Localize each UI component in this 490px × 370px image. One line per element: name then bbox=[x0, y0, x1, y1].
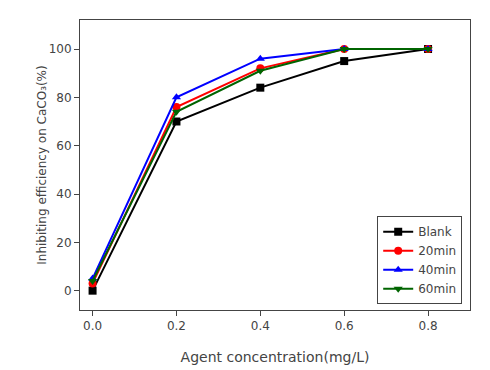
svg-text:100: 100 bbox=[49, 42, 72, 56]
svg-text:0.4: 0.4 bbox=[251, 319, 270, 333]
svg-text:40min: 40min bbox=[418, 263, 456, 277]
svg-text:20: 20 bbox=[56, 236, 71, 250]
svg-text:0.2: 0.2 bbox=[167, 319, 186, 333]
svg-text:60min: 60min bbox=[418, 282, 456, 296]
svg-text:0: 0 bbox=[64, 284, 72, 298]
svg-text:0.8: 0.8 bbox=[419, 319, 438, 333]
svg-text:60: 60 bbox=[56, 139, 71, 153]
svg-text:80: 80 bbox=[56, 91, 71, 105]
svg-text:Inhibiting efficiency on CaCO₃: Inhibiting efficiency on CaCO₃(%) bbox=[35, 65, 49, 264]
svg-text:0.6: 0.6 bbox=[335, 319, 354, 333]
svg-text:20min: 20min bbox=[418, 244, 456, 258]
svg-text:Blank: Blank bbox=[418, 225, 452, 239]
svg-text:40: 40 bbox=[56, 187, 71, 201]
svg-text:0.0: 0.0 bbox=[83, 319, 102, 333]
svg-text:Agent concentration(mg/L): Agent concentration(mg/L) bbox=[181, 349, 370, 365]
